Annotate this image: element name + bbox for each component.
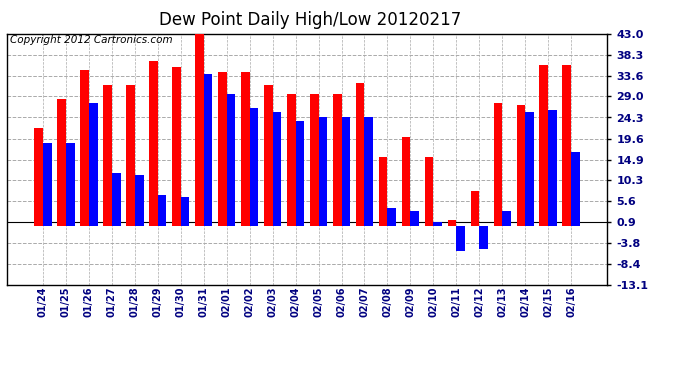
Bar <box>364 117 373 226</box>
Bar <box>103 85 112 226</box>
Bar <box>540 65 549 226</box>
Bar <box>493 103 502 226</box>
Bar <box>333 94 342 226</box>
Bar <box>43 144 52 226</box>
Bar <box>57 99 66 226</box>
Bar <box>310 94 319 226</box>
Text: Copyright 2012 Cartronics.com: Copyright 2012 Cartronics.com <box>10 35 172 45</box>
Bar <box>517 105 525 226</box>
Bar <box>241 72 250 226</box>
Bar <box>204 74 213 226</box>
Bar <box>388 209 396 226</box>
Bar <box>218 72 226 226</box>
Bar <box>571 152 580 226</box>
Bar <box>433 222 442 226</box>
Bar <box>448 220 456 226</box>
Bar <box>549 110 557 226</box>
Bar <box>471 190 480 226</box>
Bar <box>172 68 181 226</box>
Bar <box>226 94 235 226</box>
Bar <box>80 70 89 226</box>
Bar <box>149 61 158 226</box>
Bar <box>480 226 488 249</box>
Bar <box>273 112 282 226</box>
Bar <box>295 121 304 226</box>
Bar <box>250 108 258 226</box>
Bar <box>112 172 121 226</box>
Bar <box>264 85 273 226</box>
Bar <box>402 137 411 226</box>
Bar <box>287 94 295 226</box>
Bar <box>342 117 351 226</box>
Bar <box>66 144 75 226</box>
Bar <box>126 85 135 226</box>
Bar <box>379 157 388 226</box>
Bar <box>195 34 204 226</box>
Bar <box>181 197 190 226</box>
Bar <box>135 175 144 226</box>
Bar <box>319 117 327 226</box>
Bar <box>89 103 97 226</box>
Bar <box>424 157 433 226</box>
Bar <box>525 112 534 226</box>
Bar <box>456 226 465 251</box>
Bar <box>356 83 364 226</box>
Bar <box>411 211 419 226</box>
Bar <box>34 128 43 226</box>
Bar <box>502 211 511 226</box>
Text: Dew Point Daily High/Low 20120217: Dew Point Daily High/Low 20120217 <box>159 11 462 29</box>
Bar <box>562 65 571 226</box>
Bar <box>158 195 166 226</box>
